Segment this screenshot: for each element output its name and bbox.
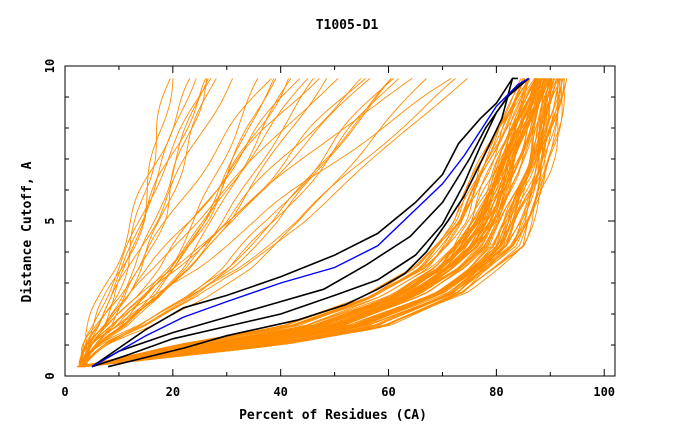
model-line: [80, 78, 545, 368]
model-line: [84, 78, 552, 368]
model-line: [84, 78, 392, 367]
model-line: [82, 78, 427, 367]
model-line: [82, 78, 309, 367]
model-line: [78, 78, 565, 368]
highlight-model-line-1: [91, 77, 518, 368]
model-line: [78, 78, 546, 368]
model-line: [81, 78, 208, 367]
model-line: [81, 78, 289, 367]
model-line: [82, 78, 565, 368]
model-line: [81, 78, 328, 367]
model-line: [81, 78, 553, 368]
model-line: [85, 78, 191, 367]
model-line: [82, 78, 541, 368]
model-line: [81, 78, 536, 368]
model-line: [80, 78, 560, 368]
model-line: [84, 78, 259, 367]
y-tick-label: 5: [43, 217, 57, 224]
highlight-model-line-4: [107, 78, 514, 368]
model-line: [83, 78, 530, 368]
model-line: [86, 78, 452, 367]
highlight-model-line-3: [91, 77, 530, 368]
model-line: [81, 78, 174, 367]
model-line: [81, 78, 275, 367]
model-line: [79, 78, 538, 368]
x-tick-label: 0: [61, 385, 68, 399]
model-line: [81, 78, 551, 368]
x-tick-label: 100: [593, 385, 615, 399]
y-tick-label: 10: [43, 59, 57, 73]
model-line: [81, 78, 371, 367]
model-line: [81, 78, 468, 367]
model-line: [79, 78, 209, 367]
model-line: [81, 78, 559, 368]
x-tick-label: 20: [166, 385, 180, 399]
model-line: [82, 78, 555, 368]
model-line: [82, 78, 547, 368]
chart-title: T1005-D1: [316, 18, 379, 33]
y-tick-label: 0: [43, 372, 57, 379]
x-axis-label: Percent of Residues (CA): [239, 408, 427, 423]
x-tick-label: 40: [273, 385, 287, 399]
x-tick-label: 60: [381, 385, 395, 399]
best-model-line: [91, 77, 530, 368]
model-line: [84, 78, 392, 367]
highlighted-model-lines: [91, 77, 530, 368]
model-line: [84, 78, 314, 367]
highlight-model-line-2: [91, 77, 530, 368]
model-line: [78, 78, 546, 368]
model-line: [82, 78, 528, 368]
model-line: [85, 78, 206, 367]
x-tick-label: 80: [489, 385, 503, 399]
model-line: [78, 78, 541, 368]
model-line: [83, 78, 564, 368]
model-line: [80, 78, 212, 367]
background-model-lines: [76, 78, 568, 368]
model-line: [78, 78, 529, 368]
axis-ticks: 0 20 40 60 80 100 0 5 10: [43, 59, 615, 399]
model-line: [81, 78, 171, 367]
model-line: [85, 78, 531, 368]
model-line: [78, 78, 320, 367]
y-axis-label: Distance Cutoff, A: [20, 161, 35, 302]
